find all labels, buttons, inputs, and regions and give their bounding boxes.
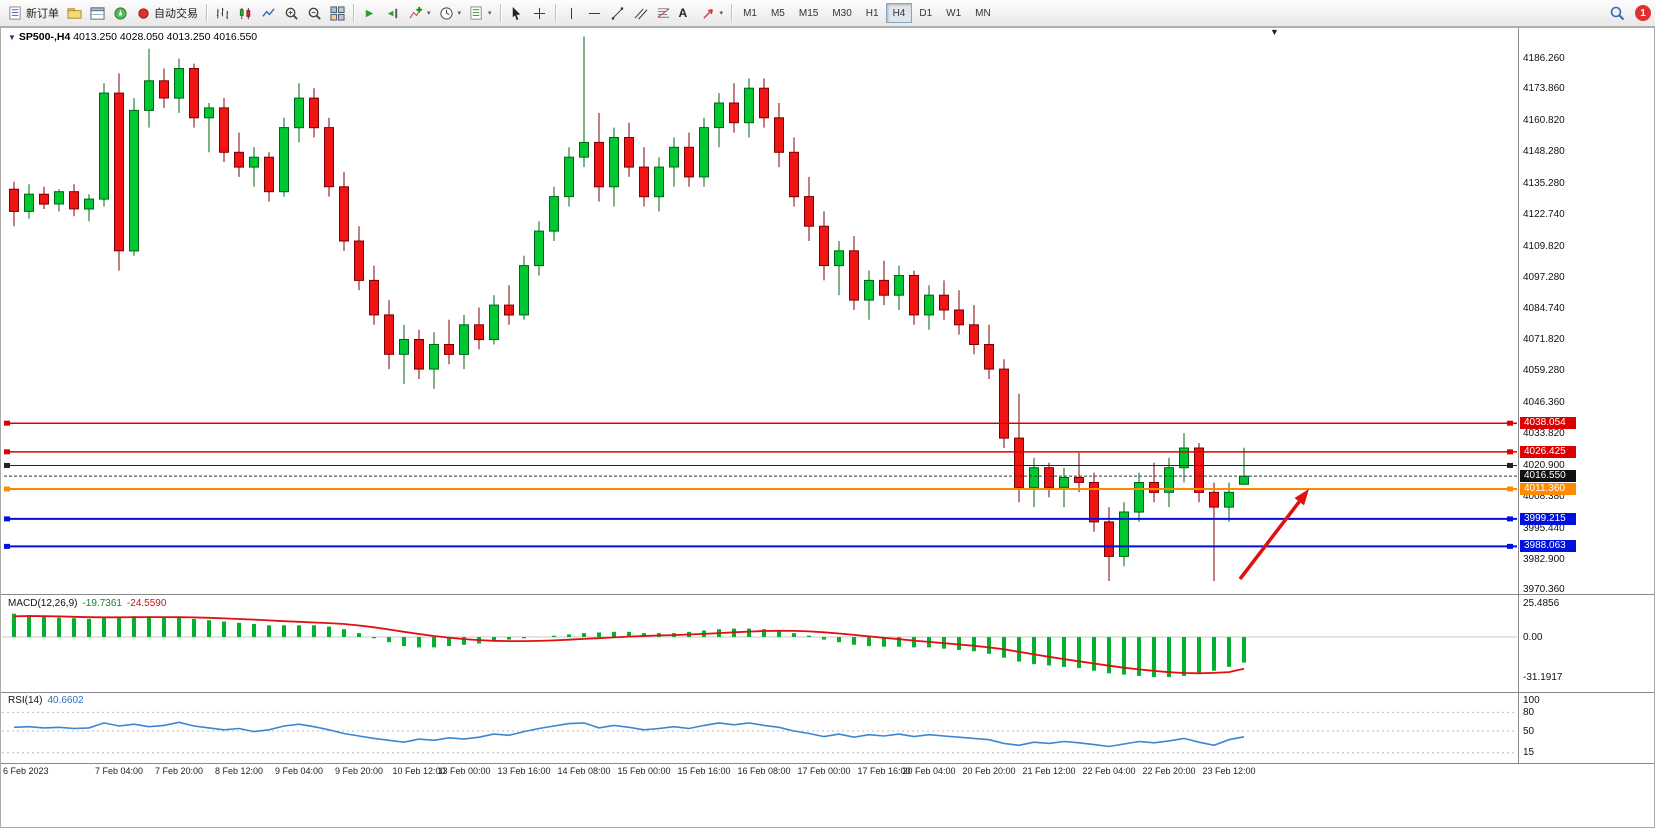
toolbar-separator <box>554 4 556 22</box>
notification-count: 1 <box>1640 7 1646 19</box>
indicators-icon <box>409 6 423 18</box>
new-order-icon <box>9 5 21 20</box>
main-toolbar: 新订单 自动交易 ▾ ▾ <box>0 0 1655 27</box>
fibonacci-icon <box>657 7 669 18</box>
trendline-button[interactable] <box>606 2 629 24</box>
autotrading-label: 自动交易 <box>154 8 198 20</box>
zoom-out-button[interactable] <box>303 2 326 24</box>
notification-badge[interactable]: 1 <box>1635 5 1651 21</box>
bar-chart-icon <box>216 7 229 19</box>
channel-button[interactable] <box>629 2 652 24</box>
candlestick-chart-icon <box>239 7 251 19</box>
tile-windows-button[interactable] <box>326 2 349 24</box>
new-order-label: 新订单 <box>26 8 59 20</box>
bar-chart-button[interactable] <box>211 2 234 24</box>
periods-button[interactable]: ▾ <box>435 2 466 24</box>
timeframe-m1-button[interactable]: M1 <box>743 7 757 19</box>
autotrading-button[interactable]: 自动交易 <box>132 2 202 24</box>
caret-down-icon: ▾ <box>719 10 724 17</box>
cursor-icon <box>512 6 520 20</box>
vertical-line-icon <box>570 7 572 19</box>
text-tool-button[interactable]: A <box>675 2 697 24</box>
chart-shift-icon <box>387 8 398 18</box>
caret-down-icon: ▾ <box>457 10 462 17</box>
crosshair-button[interactable] <box>528 2 551 24</box>
search-button[interactable] <box>1605 2 1629 24</box>
auto-scroll-button[interactable] <box>358 2 381 24</box>
chart-shift-button[interactable] <box>381 2 404 24</box>
data-window-button[interactable] <box>86 2 109 24</box>
data-window-icon <box>90 6 105 20</box>
search-icon <box>1610 6 1625 21</box>
fibonacci-button[interactable] <box>652 2 675 24</box>
toolbar-separator <box>206 4 207 22</box>
caret-down-icon: ▾ <box>427 10 431 17</box>
crosshair-icon <box>533 7 545 19</box>
candlestick-chart-button[interactable] <box>234 2 257 24</box>
navigator-button[interactable] <box>109 2 132 24</box>
horizontal-line-button[interactable] <box>583 2 606 24</box>
timeframe-h1-button[interactable]: H1 <box>865 7 879 19</box>
profiles-folder-icon <box>67 7 82 19</box>
timeframe-mn-button[interactable]: MN <box>975 7 991 19</box>
toolbar-separator <box>353 4 354 22</box>
zoom-in-button[interactable] <box>280 2 303 24</box>
templates-button[interactable]: ▾ <box>465 2 496 24</box>
auto-scroll-icon <box>365 9 374 17</box>
line-chart-icon <box>262 7 275 17</box>
toolbar-right-cluster: 1 <box>1605 2 1651 24</box>
toolbar-separator <box>731 4 733 22</box>
zoom-out-icon <box>308 7 321 20</box>
timeframe-toolbar: M1 M5 M15 M30 H1 H4 D1 W1 MN <box>736 3 998 23</box>
line-chart-button[interactable] <box>257 2 280 24</box>
templates-icon <box>470 5 482 20</box>
toolbar-separator <box>499 4 501 22</box>
chart-collapse-icon[interactable]: ▼ <box>1270 27 1279 37</box>
timeframe-m5-button[interactable]: M5 <box>770 7 785 19</box>
indicators-button[interactable]: ▾ <box>404 2 435 24</box>
autotrading-icon <box>138 7 149 19</box>
arrow-shape-icon <box>702 8 713 19</box>
trendline-icon <box>611 6 623 20</box>
new-order-button[interactable]: 新订单 <box>4 2 63 24</box>
horizontal-line-icon <box>588 12 600 14</box>
cursor-button[interactable] <box>505 2 528 24</box>
caret-down-icon: ▾ <box>488 10 492 17</box>
profiles-button[interactable] <box>63 2 86 24</box>
navigator-icon <box>114 6 127 20</box>
timeframe-w1-button[interactable]: W1 <box>946 7 962 19</box>
channel-icon <box>634 7 647 19</box>
zoom-in-icon <box>285 7 298 20</box>
vertical-line-button[interactable] <box>560 2 583 24</box>
timeframe-m15-button[interactable]: M15 <box>798 7 819 19</box>
timeframe-m30-button[interactable]: M30 <box>832 7 852 19</box>
timeframe-h4-button[interactable]: H4 <box>885 3 913 23</box>
text-tool-label: A <box>678 6 688 20</box>
clock-icon <box>439 6 453 20</box>
timeframe-d1-button[interactable]: D1 <box>919 7 933 19</box>
tile-windows-icon <box>330 5 345 21</box>
arrows-tool-button[interactable]: ▾ <box>697 2 728 24</box>
